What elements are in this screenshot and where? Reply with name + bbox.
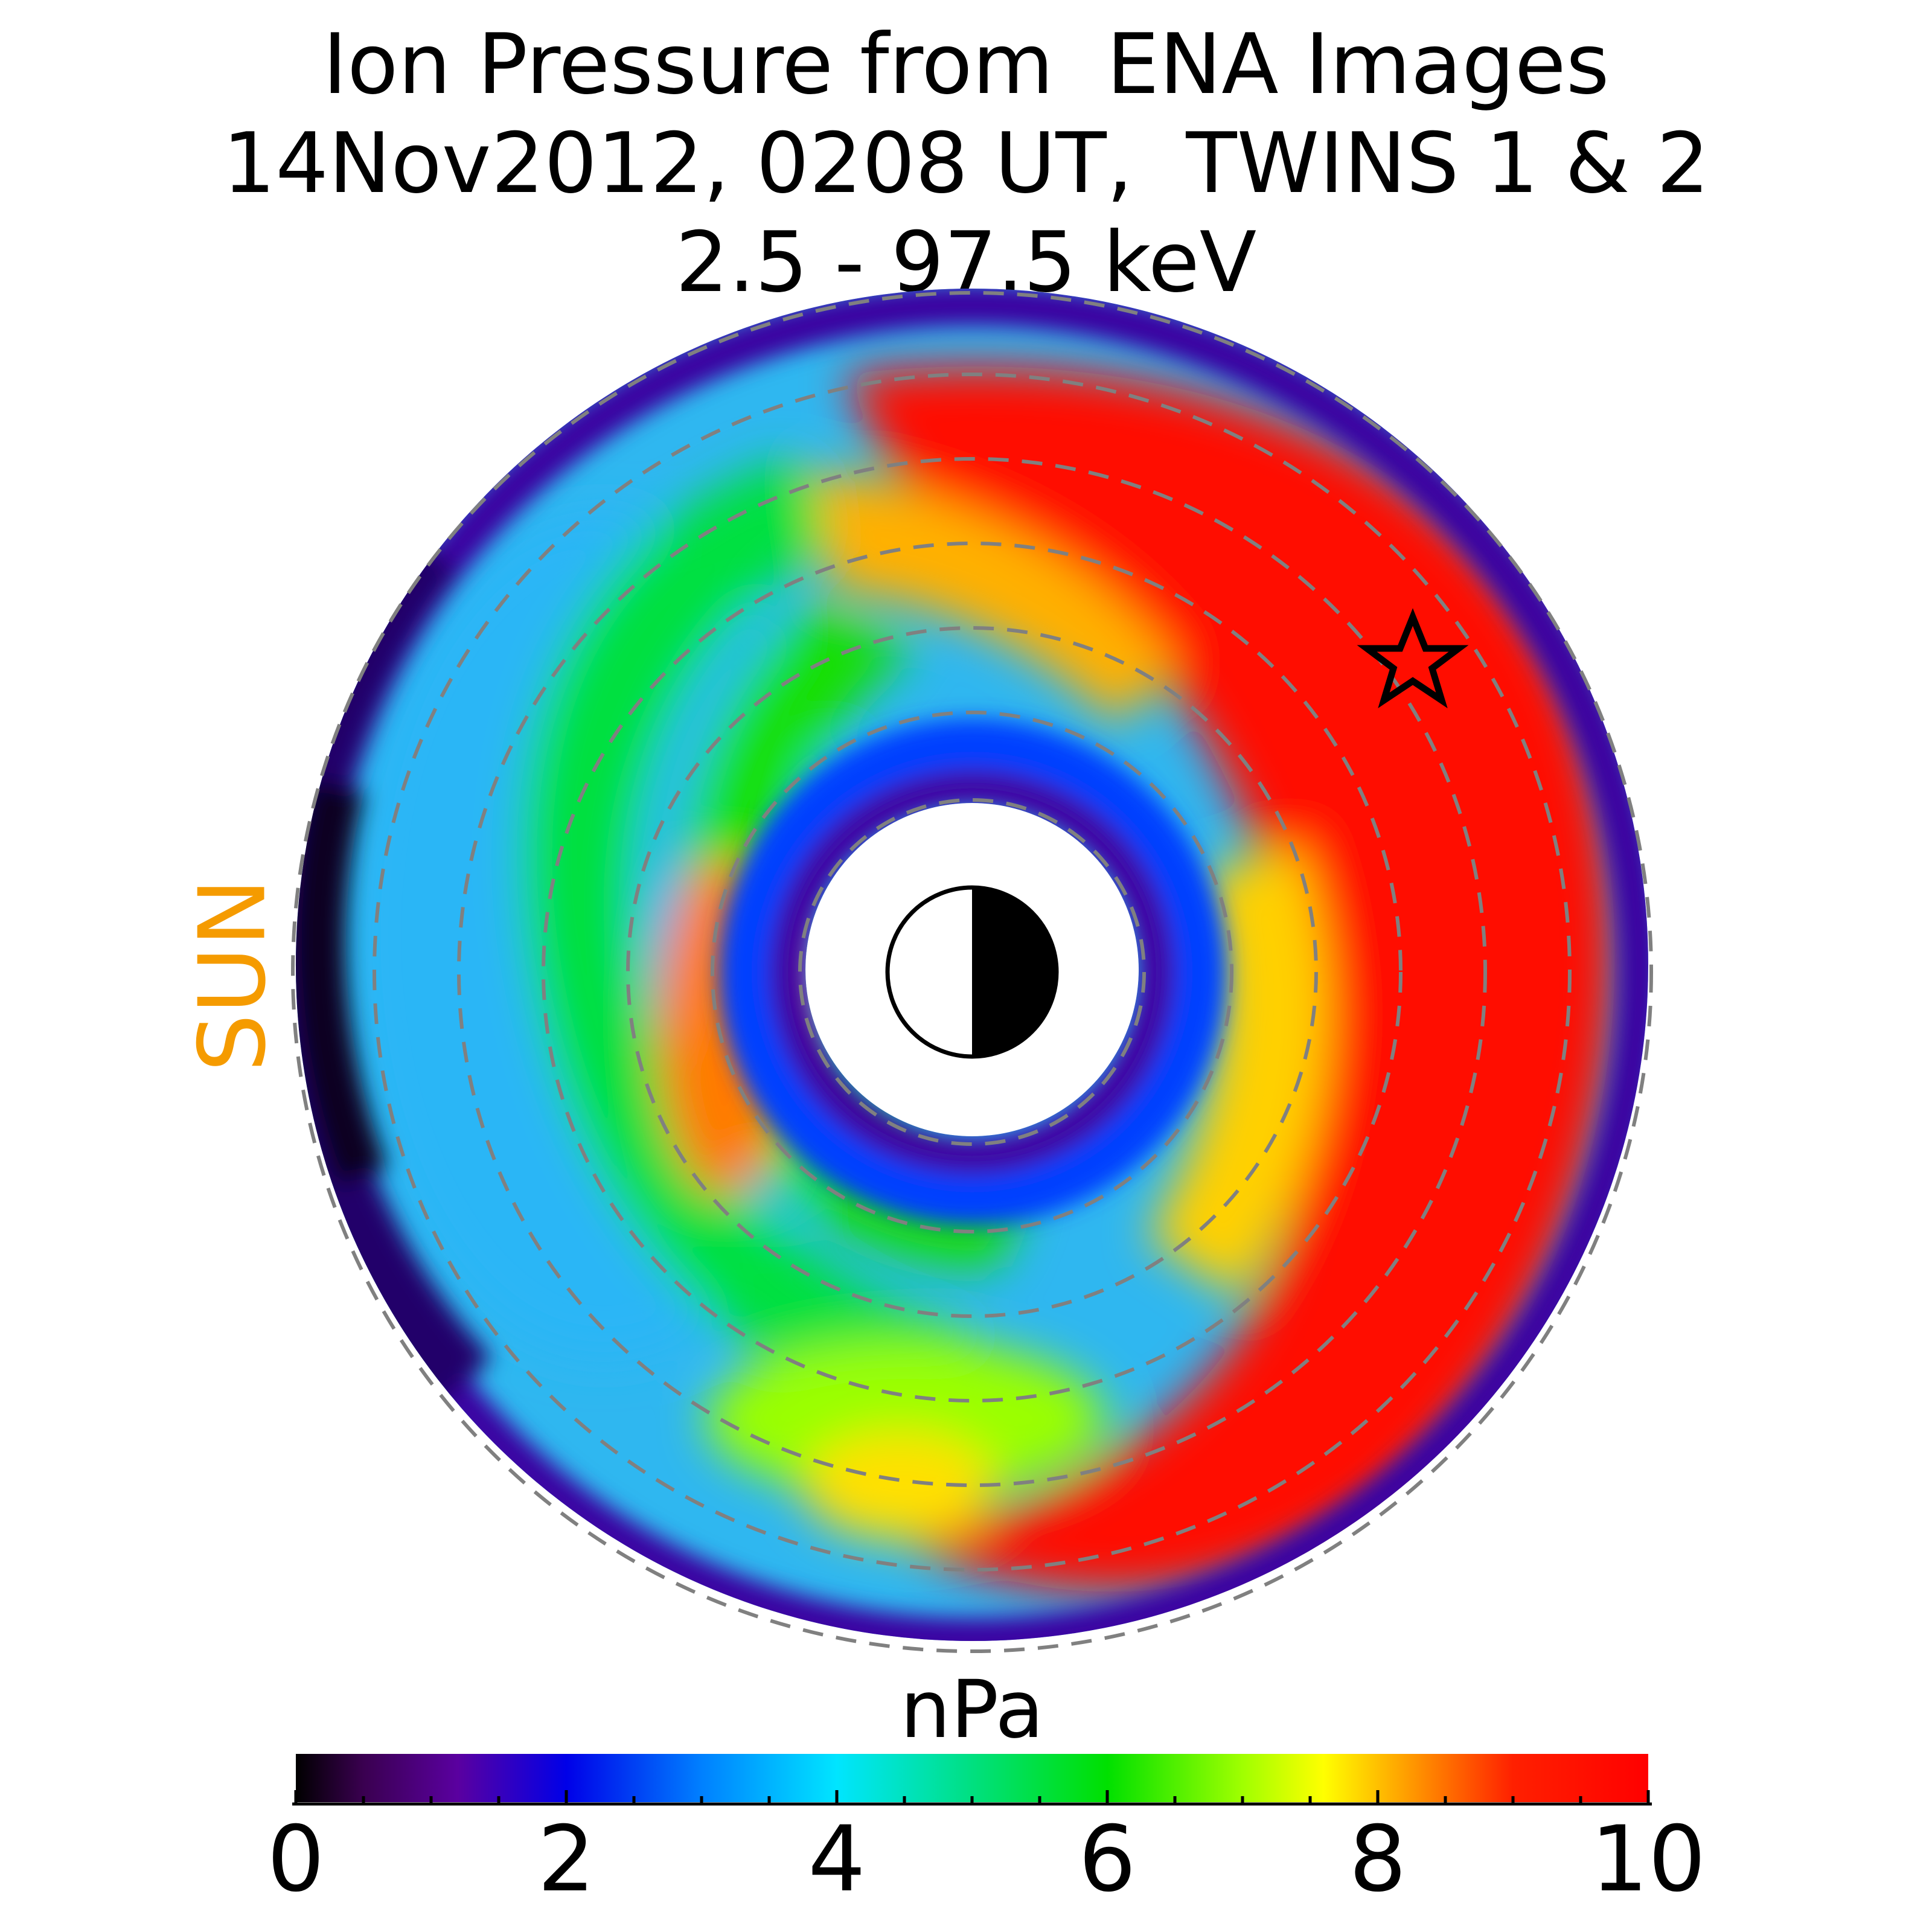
colorbar-tick-label: 2	[537, 1807, 595, 1912]
sun-label: SUN	[179, 878, 286, 1072]
grid-circle	[711, 711, 1233, 1233]
grid-circle	[373, 373, 1572, 1572]
earth-icon	[885, 885, 1059, 1059]
colorbar-unit-label: nPa	[900, 1663, 1044, 1756]
colorbar-tick-label: 6	[1078, 1807, 1136, 1912]
colorbar-gradient	[296, 1754, 1648, 1802]
chart-title-line-3: 2.5 - 97.5 keV	[675, 214, 1257, 311]
colorbar-tick-label: 8	[1349, 1807, 1407, 1912]
chart-title-line-1: Ion Pressure from ENA Images	[322, 16, 1610, 113]
chart-title-line-2: 14Nov2012, 0208 UT, TWINS 1 & 2	[222, 115, 1710, 212]
colorbar-tick-label: 0	[267, 1807, 325, 1912]
colorbar-tick-label: 4	[808, 1807, 866, 1912]
grid-circle	[291, 291, 1653, 1653]
grid-circles	[291, 291, 1653, 1653]
grid-circle	[457, 457, 1487, 1487]
colorbar	[292, 1754, 1652, 1806]
grid-circle	[798, 798, 1146, 1146]
star-marker-icon	[1357, 608, 1469, 709]
grid-circle	[626, 626, 1318, 1318]
grid-circle	[542, 542, 1403, 1403]
colorbar-tick-label: 10	[1590, 1807, 1706, 1912]
